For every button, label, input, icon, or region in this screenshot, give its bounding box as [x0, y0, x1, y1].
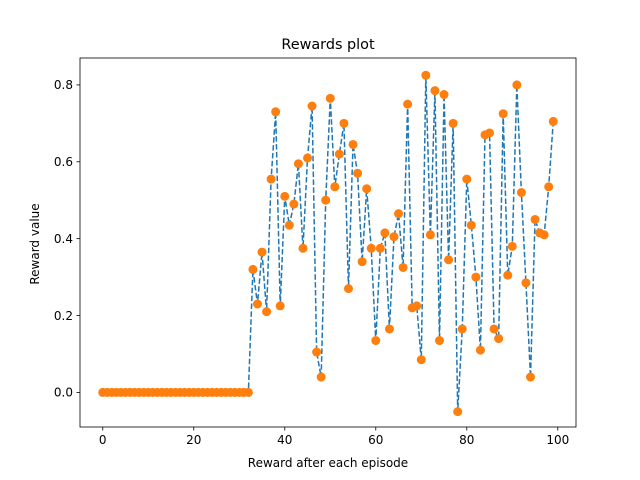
data-point — [289, 199, 299, 209]
data-point — [475, 345, 485, 355]
data-point — [394, 209, 404, 219]
data-point — [375, 243, 385, 253]
data-point — [421, 70, 431, 80]
data-point — [412, 301, 422, 311]
data-point — [343, 284, 353, 294]
x-axis-ticks: 0 20 40 60 80 100 — [99, 427, 569, 447]
data-point — [362, 184, 372, 194]
data-point — [334, 149, 344, 159]
data-point — [271, 107, 281, 117]
x-axis-title: Reward after each episode — [248, 456, 408, 470]
data-point — [444, 255, 454, 265]
data-point — [416, 355, 426, 365]
data-point — [425, 230, 435, 240]
data-point — [252, 299, 262, 309]
data-point — [321, 195, 331, 205]
data-point — [348, 139, 358, 149]
data-point — [471, 272, 481, 282]
data-point — [521, 278, 531, 288]
data-point — [316, 372, 326, 382]
data-point — [384, 324, 394, 334]
y-tick-label: 0.8 — [54, 78, 73, 92]
data-point — [526, 372, 535, 382]
data-point — [439, 90, 449, 100]
data-point — [512, 80, 522, 90]
data-point — [325, 93, 335, 103]
data-point — [248, 264, 258, 274]
data-point — [266, 174, 276, 184]
data-point — [430, 86, 440, 96]
data-point — [485, 128, 495, 138]
data-point — [398, 262, 408, 272]
data-point — [353, 168, 363, 178]
data-point — [280, 191, 290, 201]
data-point — [498, 109, 508, 119]
data-point — [303, 153, 313, 163]
data-point — [380, 228, 390, 238]
data-point — [262, 307, 272, 317]
chart-title: Rewards plot — [281, 37, 375, 53]
data-point — [548, 116, 558, 126]
data-point — [503, 270, 513, 280]
plot-area — [79, 57, 577, 428]
x-tick-label: 60 — [368, 433, 383, 447]
data-point — [516, 188, 526, 198]
data-point — [298, 243, 308, 253]
data-point — [371, 336, 381, 346]
data-point — [462, 174, 472, 184]
data-point — [530, 214, 540, 224]
data-point — [434, 336, 444, 346]
x-tick-label: 80 — [459, 433, 474, 447]
data-point — [312, 347, 322, 357]
data-point — [448, 118, 458, 128]
data-point — [330, 182, 340, 192]
y-tick-label: 0.4 — [54, 232, 73, 246]
data-point — [403, 99, 413, 109]
y-axis-title: Reward value — [28, 203, 42, 284]
data-point — [293, 159, 303, 169]
axes-frame — [79, 57, 577, 428]
y-tick-label: 0.2 — [54, 309, 73, 323]
x-tick-label: 40 — [277, 433, 292, 447]
x-tick-label: 100 — [546, 433, 569, 447]
y-tick-label: 0.0 — [54, 386, 73, 400]
data-point — [539, 230, 549, 240]
data-point — [339, 118, 349, 128]
x-tick-label: 0 — [99, 433, 107, 447]
data-point — [257, 247, 267, 257]
data-point — [544, 182, 554, 192]
data-point — [489, 324, 499, 334]
data-point — [357, 257, 367, 267]
data-point — [453, 407, 463, 417]
data-point — [275, 301, 285, 311]
data-point — [494, 334, 504, 344]
y-axis-ticks: 0.0 0.2 0.4 0.6 0.8 — [54, 78, 80, 400]
data-point — [243, 387, 253, 397]
data-point — [457, 324, 467, 334]
data-point — [507, 241, 517, 251]
data-point — [307, 101, 317, 111]
x-tick-label: 20 — [186, 433, 201, 447]
data-point — [389, 232, 399, 242]
data-point — [284, 220, 294, 230]
y-tick-label: 0.6 — [54, 155, 73, 169]
data-point — [366, 243, 376, 253]
data-point — [466, 220, 476, 230]
